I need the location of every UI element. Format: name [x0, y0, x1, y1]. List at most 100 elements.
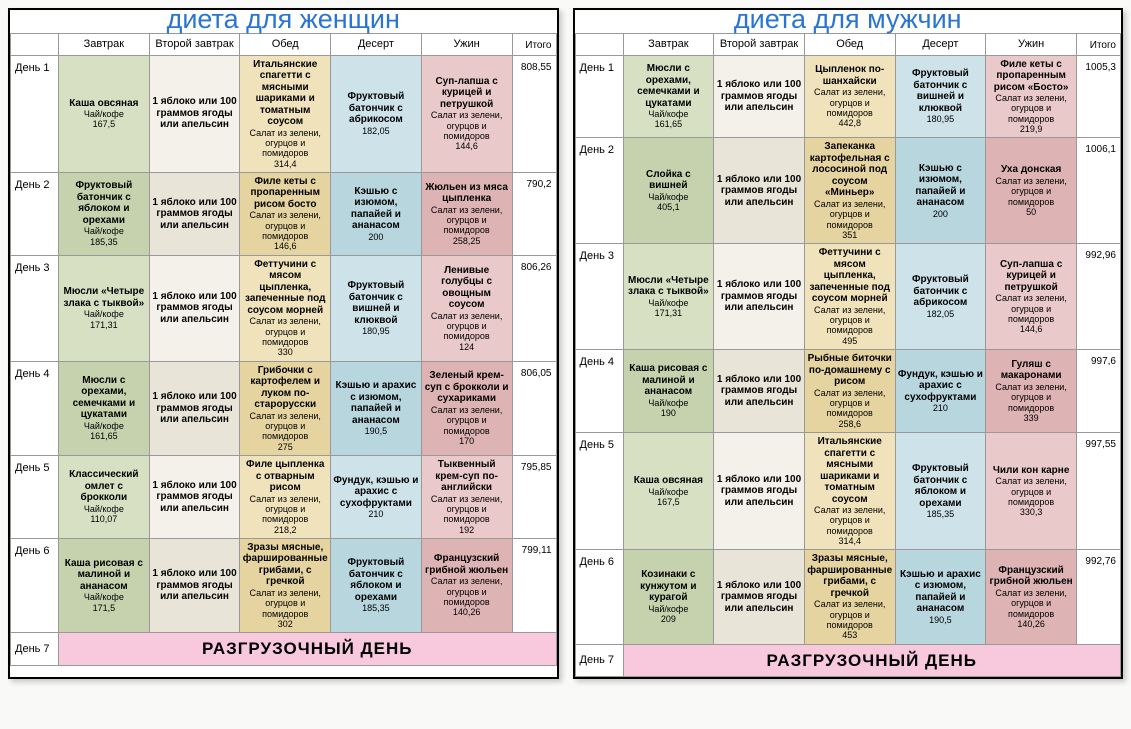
header-2: Обед — [804, 34, 895, 56]
row-total: 1006,1 — [1077, 138, 1121, 244]
corner-cell — [575, 34, 623, 56]
meal-cell: Кэшью и арахис с изюмом, папайей и анана… — [895, 550, 986, 644]
meal-cell: Кэшью с изюмом, папайей и ананасом200 — [331, 172, 422, 255]
meal-cell: Итальянские спагетти с мясными шариками … — [240, 55, 331, 172]
meal-cell: 1 яблоко или 100 граммов ягоды или апель… — [149, 172, 240, 255]
day-label: День 3 — [575, 244, 623, 350]
meal-cell: Фруктовый батончик с вишней и клюквой180… — [331, 255, 422, 361]
women-diet-table: диета для женщин ЗавтракВторой завтракОб… — [8, 8, 559, 679]
fasting-day: РАЗГРУЗОЧНЫЙ ДЕНЬ — [59, 633, 557, 666]
header-3: Десерт — [331, 34, 422, 56]
men-diet-table: диета для мужчин ЗавтракВторой завтракОб… — [573, 8, 1124, 679]
meal-cell: Филе кеты с пропаренным рисом бостоСалат… — [240, 172, 331, 255]
meal-cell: 1 яблоко или 100 граммов ягоды или апель… — [149, 456, 240, 539]
row-total: 806,05 — [512, 361, 556, 455]
meal-cell: Рыбные биточки по-домашнему с рисомСалат… — [804, 350, 895, 433]
day-label: День 7 — [11, 633, 59, 666]
meal-cell: Козинаки с кунжутом и курагойЧай/кофе209 — [623, 550, 714, 644]
meal-cell: Каша овсянаяЧай/кофе167,5 — [623, 433, 714, 550]
day-label: День 3 — [11, 255, 59, 361]
header-1: Второй завтрак — [149, 34, 240, 56]
header-4: Ужин — [421, 34, 512, 56]
row-total: 1005,3 — [1077, 55, 1121, 138]
meal-cell: Фундук, кэшью и арахис с сухофруктами210 — [895, 350, 986, 433]
day-label: День 4 — [575, 350, 623, 433]
meal-cell: Запеканка картофельная с лососиной под с… — [804, 138, 895, 244]
header-2: Обед — [240, 34, 331, 56]
row-total: 992,76 — [1077, 550, 1121, 644]
meal-cell: Французский грибной жюльенСалат из зелен… — [421, 538, 512, 632]
women-title: диета для женщин — [10, 6, 557, 33]
meal-cell: Чили кон карнеСалат из зелени, огурцов и… — [986, 433, 1077, 550]
day-label: День 2 — [575, 138, 623, 244]
fasting-day: РАЗГРУЗОЧНЫЙ ДЕНЬ — [623, 644, 1121, 677]
meal-cell: Кэшью и арахис с изюмом, папайей и анана… — [331, 361, 422, 455]
meal-cell: Мюсли с орехами, семечками и цукатамиЧай… — [623, 55, 714, 138]
row-total: 997,55 — [1077, 433, 1121, 550]
meal-cell: Французский грибной жюльенСалат из зелен… — [986, 550, 1077, 644]
day-label: День 5 — [575, 433, 623, 550]
day-label: День 1 — [11, 55, 59, 172]
meal-cell: Цыпленок по-шанхайскиСалат из зелени, ог… — [804, 55, 895, 138]
day-label: День 5 — [11, 456, 59, 539]
header-5: Итого — [512, 34, 556, 56]
meal-cell: Фруктовый батончик с яблоком и орехами18… — [895, 433, 986, 550]
meal-cell: Филе цыпленка с отварным рисомСалат из з… — [240, 456, 331, 539]
header-0: Завтрак — [59, 34, 150, 56]
meal-cell: Слойка с вишнейЧай/кофе405,1 — [623, 138, 714, 244]
meal-cell: Тыквенный крем-суп по-английскиСалат из … — [421, 456, 512, 539]
day-label: День 4 — [11, 361, 59, 455]
meal-cell: Зразы мясные, фаршированные грибами, с г… — [240, 538, 331, 632]
meal-cell: Ленивые голубцы с овощным соусомСалат из… — [421, 255, 512, 361]
meal-cell: Зеленый крем-суп с брокколи и сухариками… — [421, 361, 512, 455]
meal-cell: Итальянские спагетти с мясными шариками … — [804, 433, 895, 550]
row-total: 997,6 — [1077, 350, 1121, 433]
meal-cell: 1 яблоко или 100 граммов ягоды или апель… — [149, 538, 240, 632]
meal-cell: Суп-лапша с курицей и петрушкойСалат из … — [421, 55, 512, 172]
meal-cell: Фруктовый батончик с яблоком и орехамиЧа… — [59, 172, 150, 255]
row-total: 806,26 — [512, 255, 556, 361]
corner-cell — [11, 34, 59, 56]
header-5: Итого — [1077, 34, 1121, 56]
meal-cell: Каша рисовая с малиной и ананасомЧай/коф… — [59, 538, 150, 632]
meal-cell: 1 яблоко или 100 граммов ягоды или апель… — [149, 361, 240, 455]
meal-cell: Феттучини с мясом цыпленка, запеченные п… — [240, 255, 331, 361]
meal-cell: Жюльен из мяса цыпленкаСалат из зелени, … — [421, 172, 512, 255]
men-grid: ЗавтракВторой завтракОбедДесертУжинИтого… — [575, 33, 1122, 677]
meal-cell: Филе кеты с пропаренным рисом «Босто»Сал… — [986, 55, 1077, 138]
day-label: День 6 — [11, 538, 59, 632]
meal-cell: Мюсли с орехами, семечками и цукатамиЧай… — [59, 361, 150, 455]
meal-cell: 1 яблоко или 100 граммов ягоды или апель… — [714, 433, 805, 550]
meal-cell: Каша рисовая с малиной и ананасомЧай/коф… — [623, 350, 714, 433]
meal-cell: Классический омлет с брокколиЧай/кофе110… — [59, 456, 150, 539]
meal-cell: Фруктовый батончик с абрикосом182,05 — [331, 55, 422, 172]
men-title: диета для мужчин — [575, 6, 1122, 33]
day-label: День 2 — [11, 172, 59, 255]
meal-cell: Фруктовый батончик с вишней и клюквой180… — [895, 55, 986, 138]
meal-cell: Мюсли «Четыре злака с тыквой»Чай/кофе171… — [59, 255, 150, 361]
row-total: 790,2 — [512, 172, 556, 255]
women-grid: ЗавтракВторой завтракОбедДесертУжинИтого… — [10, 33, 557, 666]
meal-cell: Каша овсянаяЧай/кофе167,5 — [59, 55, 150, 172]
meal-cell: 1 яблоко или 100 граммов ягоды или апель… — [149, 255, 240, 361]
meal-cell: Фруктовый батончик с яблоком и орехами18… — [331, 538, 422, 632]
day-label: День 7 — [575, 644, 623, 677]
meal-cell: Фундук, кэшью и арахис с сухофруктами210 — [331, 456, 422, 539]
row-total: 808,55 — [512, 55, 556, 172]
header-3: Десерт — [895, 34, 986, 56]
row-total: 795,85 — [512, 456, 556, 539]
meal-cell: 1 яблоко или 100 граммов ягоды или апель… — [149, 55, 240, 172]
meal-cell: Гуляш с макаронамиСалат из зелени, огурц… — [986, 350, 1077, 433]
row-total: 992,96 — [1077, 244, 1121, 350]
row-total: 799,11 — [512, 538, 556, 632]
meal-cell: Феттучини с мясом цыпленка, запеченные п… — [804, 244, 895, 350]
meal-cell: Фруктовый батончик с абрикосом182,05 — [895, 244, 986, 350]
meal-cell: Мюсли «Четыре злака с тыквой»Чай/кофе171… — [623, 244, 714, 350]
day-label: День 1 — [575, 55, 623, 138]
meal-cell: 1 яблоко или 100 граммов ягоды или апель… — [714, 550, 805, 644]
meal-cell: Суп-лапша с курицей и петрушкойСалат из … — [986, 244, 1077, 350]
meal-cell: 1 яблоко или 100 граммов ягоды или апель… — [714, 55, 805, 138]
header-4: Ужин — [986, 34, 1077, 56]
header-1: Второй завтрак — [714, 34, 805, 56]
meal-cell: Грибочки с картофелем и луком по-старору… — [240, 361, 331, 455]
